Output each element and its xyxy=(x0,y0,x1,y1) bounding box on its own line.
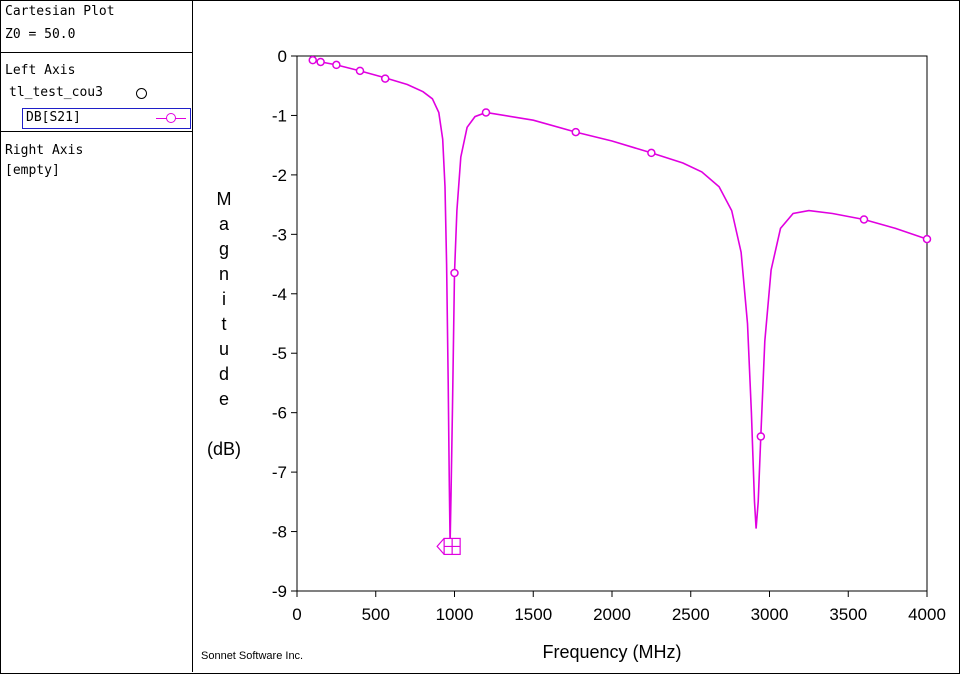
data-point-marker xyxy=(859,215,869,224)
y-axis-label-letter: d xyxy=(219,364,229,384)
y-axis-label-letter: e xyxy=(219,389,229,409)
y-axis-label-letter: n xyxy=(219,264,229,284)
circle-icon xyxy=(136,88,147,99)
y-tick-label: 0 xyxy=(278,47,287,66)
y-axis-label-letter: M xyxy=(217,189,232,209)
y-axis-label-letter: i xyxy=(222,289,226,309)
left-axis-label: Left Axis xyxy=(5,63,76,78)
data-point-marker xyxy=(380,74,390,83)
y-axis-label-letter: g xyxy=(219,239,229,259)
x-tick-label: 1500 xyxy=(514,605,552,624)
x-tick-label: 4000 xyxy=(908,605,946,624)
y-tick-label: -8 xyxy=(272,523,287,542)
y-tick-label: -5 xyxy=(272,344,287,363)
data-point-marker xyxy=(647,148,656,158)
y-tick-label: -3 xyxy=(272,225,287,244)
y-tick-label: -7 xyxy=(272,463,287,482)
y-tick-label: -9 xyxy=(272,582,287,601)
project-name[interactable]: tl_test_cou3 xyxy=(9,85,103,100)
right-axis-value: [empty] xyxy=(5,163,60,178)
data-point-marker xyxy=(450,268,459,278)
x-tick-label: 2000 xyxy=(593,605,631,624)
y-axis-unit: (dB) xyxy=(207,439,241,459)
footer-credit: Sonnet Software Inc. xyxy=(201,650,304,662)
trace-name: DB[S21] xyxy=(26,110,81,125)
trace-marker-icon xyxy=(166,113,176,123)
plot-title: Cartesian Plot xyxy=(5,4,115,19)
x-axis-label: Frequency (MHz) xyxy=(542,642,681,662)
data-point-marker xyxy=(481,108,491,117)
right-axis-label: Right Axis xyxy=(5,143,84,158)
plot-info-section: Cartesian Plot Z0 = 50.0 xyxy=(0,0,192,53)
data-point-marker xyxy=(756,432,766,441)
x-tick-label: 1000 xyxy=(436,605,474,624)
y-axis-label-letter: a xyxy=(219,214,230,234)
trace-item-db-s21[interactable]: DB[S21] xyxy=(22,108,191,129)
legend-panel: Cartesian Plot Z0 = 50.0 Left Axis tl_te… xyxy=(0,0,193,672)
y-tick-label: -6 xyxy=(272,404,287,423)
series-curve-db-s21 xyxy=(312,59,928,544)
y-tick-label: -1 xyxy=(272,106,287,125)
x-tick-label: 3000 xyxy=(751,605,789,624)
data-point-marker xyxy=(332,60,341,70)
plot-area xyxy=(296,55,928,592)
cartesian-plot[interactable]: 0 500 1000 1500 2000 2500 3000 3500 4000 0 -1 -2 -3… xyxy=(193,0,959,672)
x-tick-label: 500 xyxy=(362,605,390,624)
x-tick-label: 3500 xyxy=(829,605,867,624)
data-point-marker xyxy=(316,57,325,67)
left-axis-section: Left Axis tl_test_cou3 DB[S21] xyxy=(0,53,192,132)
data-point-marker xyxy=(355,66,365,76)
y-tick-label: -2 xyxy=(272,166,287,185)
data-point-marker xyxy=(308,55,317,65)
y-tick-label: -4 xyxy=(272,285,287,304)
x-tick-label: 2500 xyxy=(672,605,710,624)
y-axis-label-letter: u xyxy=(219,339,229,359)
data-point-marker xyxy=(571,127,581,137)
minimum-marker[interactable] xyxy=(436,537,461,556)
data-point-marker xyxy=(922,234,932,244)
x-tick-label: 0 xyxy=(292,605,301,624)
y-axis-label-letter: t xyxy=(221,314,226,334)
z0-value: Z0 = 50.0 xyxy=(5,27,76,42)
